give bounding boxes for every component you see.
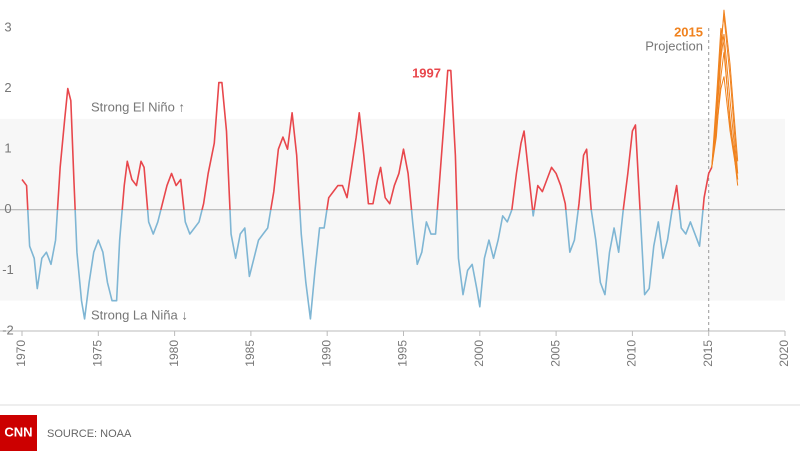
x-tick-label: 2005 [548,340,562,367]
y-tick-label: 3 [4,19,11,34]
annotation-1997: 1997 [412,65,441,80]
projection-line [711,76,739,180]
y-tick-label: 0 [4,201,11,216]
annotation-projection: Projection [645,38,703,53]
oni-line [21,69,713,320]
annotation-2015: 2015 [674,24,703,39]
la-nina-label: Strong La Niña ↓ [91,307,188,322]
x-tick-label: 1985 [243,340,257,367]
x-tick-label: 2000 [472,340,486,367]
x-tick-label: 1975 [90,340,104,367]
x-tick-label: 1970 [14,340,28,367]
source: SOURCE: NOAA [47,428,132,440]
x-tick-label: 1995 [396,340,410,367]
logo-text: CNN [4,424,32,439]
x-tick-label: 2020 [777,340,791,367]
y-tick-label: -2 [2,322,14,337]
x-tick-label: 1980 [167,340,181,367]
x-tick-label: 1990 [319,340,333,367]
y-tick-label: 1 [4,141,11,156]
logo [0,415,37,451]
x-tick-label: 2015 [701,340,715,367]
projection-line [711,9,739,168]
el-nino-label: Strong El Niño ↑ [91,99,185,114]
x-tick-label: 2010 [625,340,639,367]
y-tick-label: 2 [4,80,11,95]
y-tick-label: -1 [2,262,14,277]
